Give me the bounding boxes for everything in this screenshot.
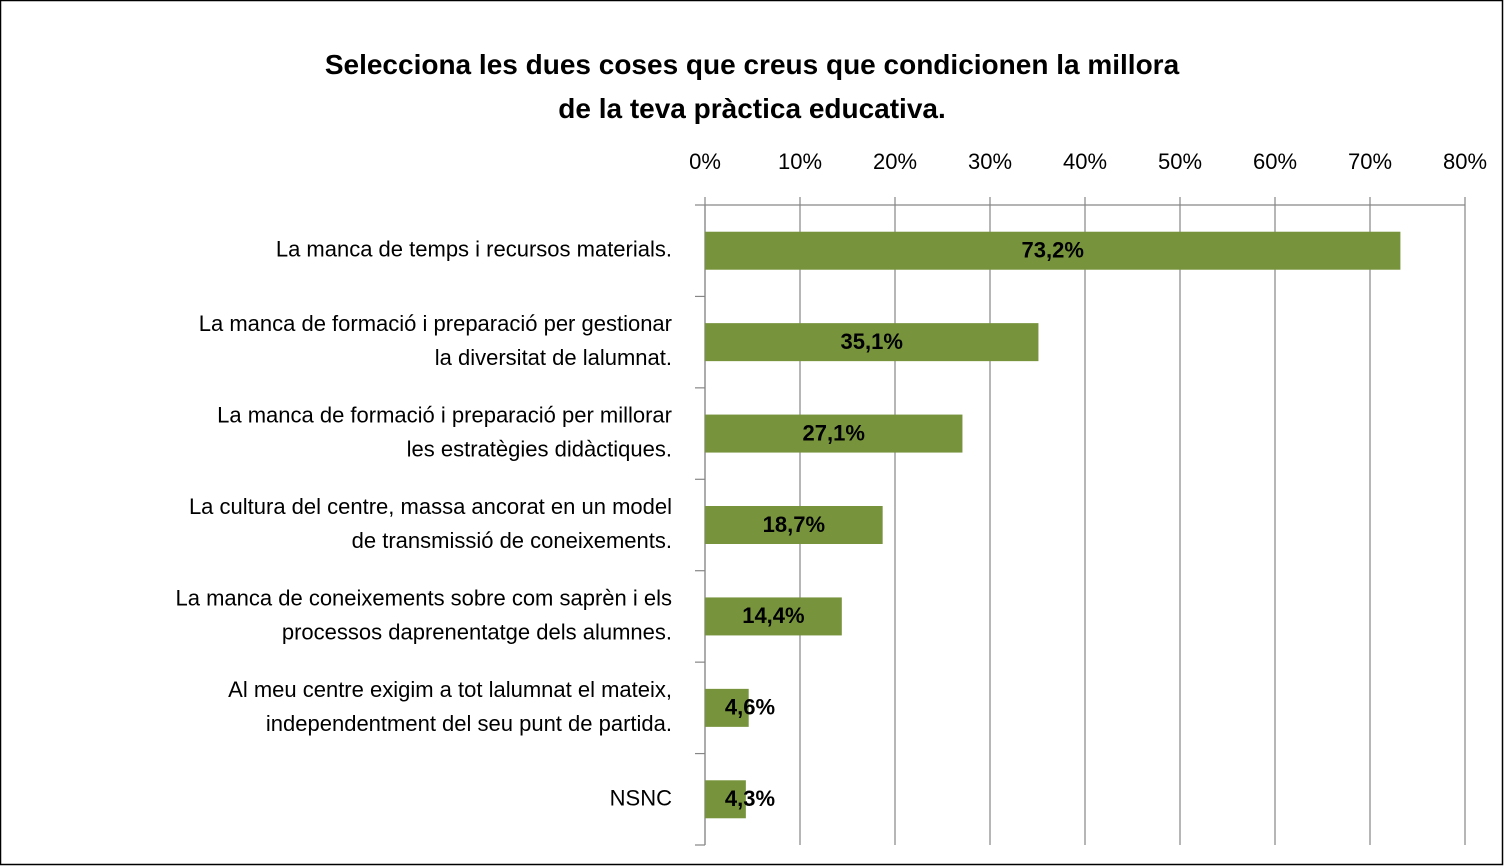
x-tick-label: 60% — [1253, 149, 1297, 174]
y-tick-label: Al meu centre exigim a tot lalumnat el m… — [228, 677, 672, 736]
x-tick-label: 50% — [1158, 149, 1202, 174]
bar — [705, 688, 749, 727]
x-tick-label: 10% — [778, 149, 822, 174]
bar — [705, 780, 746, 819]
data-label: 73,2% — [1022, 238, 1084, 263]
y-tick-label: La cultura del centre, massa ancorat en … — [189, 494, 672, 553]
x-tick-label: 0% — [689, 149, 721, 174]
data-label: 14,4% — [742, 603, 804, 628]
chart-title: Selecciona les dues coses que creus que … — [325, 49, 1180, 124]
x-tick-label: 30% — [968, 149, 1012, 174]
x-tick-label: 80% — [1443, 149, 1487, 174]
y-tick-label: La manca de formació i preparació per mi… — [217, 402, 672, 461]
x-tick-label: 40% — [1063, 149, 1107, 174]
bar — [705, 323, 1039, 362]
bar — [705, 597, 842, 636]
y-tick-label: La manca de coneixements sobre com saprè… — [176, 585, 672, 644]
data-label: 35,1% — [841, 329, 903, 354]
data-label: 4,3% — [725, 786, 775, 811]
y-tick-label: La manca de formació i preparació per ge… — [199, 311, 672, 370]
data-label: 4,6% — [725, 695, 775, 720]
data-label: 27,1% — [803, 420, 865, 445]
y-tick-label: La manca de temps i recursos materials. — [276, 237, 672, 262]
bar — [705, 231, 1401, 270]
x-tick-label: 70% — [1348, 149, 1392, 174]
y-tick-label: NSNC — [610, 785, 672, 810]
bar — [705, 414, 963, 453]
x-tick-label: 20% — [873, 149, 917, 174]
bar — [705, 506, 883, 544]
data-label: 18,7% — [763, 512, 825, 537]
